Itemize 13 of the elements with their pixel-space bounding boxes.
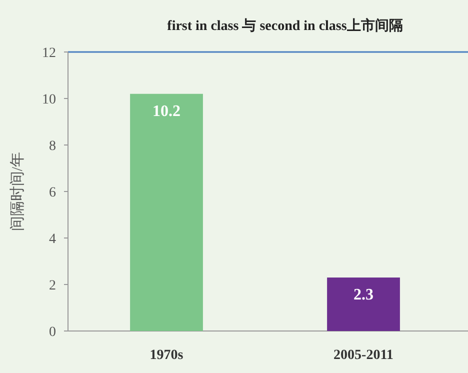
y-tick-label: 10 [42,92,56,108]
y-tick-label: 12 [42,46,56,61]
x-tick-label: 2005-2011 [334,348,394,363]
x-tick-label: 1970s [150,348,184,363]
data-label: 10.2 [152,102,180,120]
y-axis-title: 间隔时间/年 [9,152,26,232]
y-tick-label: 8 [49,139,56,154]
y-tick-label: 0 [49,325,56,340]
data-label: 2.3 [354,286,374,304]
y-tick-label: 6 [49,186,56,200]
chart-title: first in class 与 second in class上市间隔 [167,17,403,34]
y-tick-label: 2 [49,278,56,294]
y-tick-label: 4 [49,232,56,247]
